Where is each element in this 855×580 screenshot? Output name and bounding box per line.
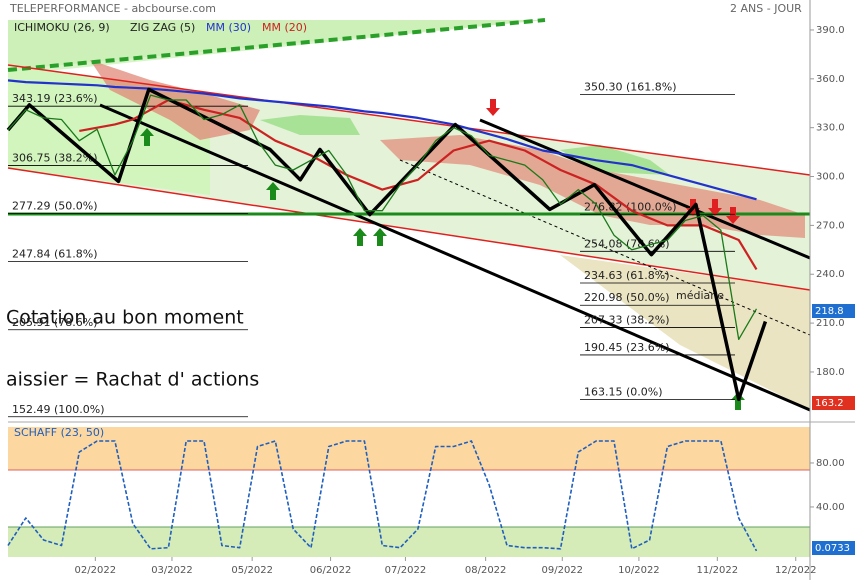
trend-line <box>7 167 811 291</box>
fib-label: 207.33 (38.2%) <box>584 313 670 326</box>
y-tick-label: 360.0 <box>816 74 845 85</box>
x-tick-label: 08/2022 <box>465 565 507 576</box>
y-tick-label: 300.0 <box>816 172 845 183</box>
fib-label: 254.08 (78.6%) <box>584 237 670 250</box>
y-tick-label: 210.0 <box>816 318 845 329</box>
last-schaff-label: 0.0733 <box>815 543 850 554</box>
y-tick-label: 270.0 <box>816 220 845 231</box>
last-price-box <box>812 304 855 318</box>
last-price-label: 218.8 <box>815 306 844 317</box>
x-tick-label: 03/2022 <box>151 565 193 576</box>
trend-line <box>7 64 811 176</box>
x-tick-label: 12/2022 <box>775 565 817 576</box>
annotation: aissier = Rachat d' actions <box>6 369 259 391</box>
chart-title: TELEPERFORMANCE - abcbourse.com <box>9 2 216 15</box>
y-tick-label: 80.00 <box>816 458 845 469</box>
series-line <box>6 87 768 402</box>
y-tick-label: 180.0 <box>816 367 845 378</box>
median-line <box>399 159 811 336</box>
low-price-box <box>812 396 855 410</box>
annotation: médiane <box>676 289 724 302</box>
trend-line <box>479 118 811 260</box>
low-price-label: 163.2 <box>815 398 844 409</box>
fib-label: 163.15 (0.0%) <box>584 385 663 398</box>
trend-line <box>7 18 546 72</box>
x-tick-label: 09/2022 <box>541 565 583 576</box>
y-tick-label: 390.0 <box>816 25 845 36</box>
chart-subtitle: 2 ANS - JOUR <box>730 2 802 15</box>
fib-label: 343.19 (23.6%) <box>12 92 98 105</box>
fib-label: 276.82 (100.0%) <box>584 200 677 213</box>
legend-schaff: SCHAFF (23, 50) <box>14 426 104 439</box>
fib-label: 152.49 (100.0%) <box>12 403 105 416</box>
upper-zone <box>8 20 545 75</box>
trend-line <box>99 103 811 412</box>
legend-mm30: MM (30) <box>206 21 251 34</box>
y-tick-label: 330.0 <box>816 123 845 134</box>
buy-arrows <box>140 128 745 410</box>
legend-ichimoku: ICHIMOKU (26, 9) <box>14 21 110 34</box>
x-tick-label: 10/2022 <box>618 565 660 576</box>
fib-label: 350.30 (161.8%) <box>584 81 677 94</box>
x-tick-label: 05/2022 <box>231 565 273 576</box>
fib-label: 205.91 (78.6%) <box>12 316 98 329</box>
fib-label: 234.63 (61.8%) <box>584 269 670 282</box>
y-tick-label: 240.0 <box>816 269 845 280</box>
legend-mm20: MM (20) <box>262 21 307 34</box>
legend-zigzag: ZIG ZAG (5) <box>130 21 195 34</box>
last-schaff-box <box>812 541 855 555</box>
x-tick-label: 02/2022 <box>75 565 117 576</box>
annotation: Cotation au bon moment <box>6 307 244 329</box>
series-line <box>7 79 757 201</box>
decor <box>7 0 855 580</box>
fib-label: 190.45 (23.6%) <box>584 341 670 354</box>
fib-label: 247.84 (61.8%) <box>12 247 98 260</box>
x-tick-label: 11/2022 <box>697 565 739 576</box>
fib-label: 220.98 (50.0%) <box>584 291 670 304</box>
price-line <box>7 94 758 341</box>
fib-label: 277.29 (50.0%) <box>12 200 98 213</box>
cloud <box>260 115 360 135</box>
x-tick-label: 06/2022 <box>310 565 352 576</box>
overbought-zone <box>8 427 810 470</box>
oversold-zone <box>8 527 810 557</box>
x-tick-label: 07/2022 <box>385 565 427 576</box>
y-tick-label: 40.00 <box>816 502 845 513</box>
fib-label: 306.75 (38.2%) <box>12 152 98 165</box>
